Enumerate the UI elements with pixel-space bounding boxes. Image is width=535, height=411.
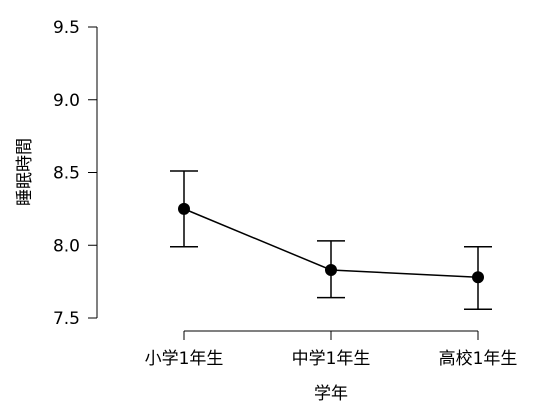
y-tick-label: 8.0 [53, 236, 80, 256]
y-tick-label: 7.5 [53, 309, 80, 329]
x-axis: 小学1年生 中学1年生 高校1年生 [145, 330, 518, 369]
y-axis-title: 睡眠時間 [15, 138, 35, 206]
plot-area [170, 170, 492, 311]
x-axis-title: 学年 [314, 384, 348, 404]
y-tick-label: 9.5 [53, 18, 80, 38]
data-point [178, 202, 190, 215]
y-axis: 7.5 8.0 8.5 9.0 9.5 [53, 18, 98, 329]
y-tick-label: 8.5 [53, 164, 80, 184]
x-tick-label: 小学1年生 [145, 349, 224, 369]
data-point [472, 271, 484, 284]
y-tick-label: 9.0 [53, 91, 80, 111]
data-point [325, 263, 337, 276]
x-tick-label: 中学1年生 [292, 349, 371, 369]
x-tick-label: 高校1年生 [439, 349, 518, 369]
